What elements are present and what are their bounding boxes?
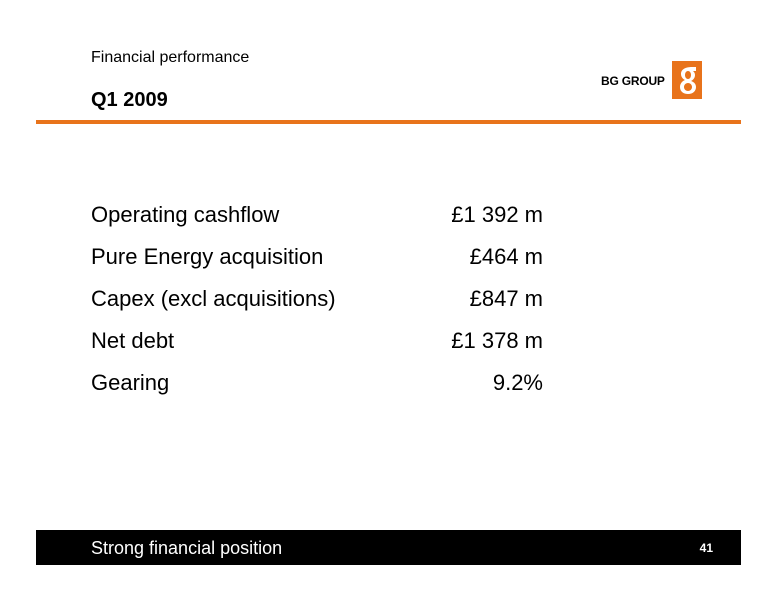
bg-group-logo: BG GROUP	[601, 60, 702, 100]
metric-label: Gearing	[91, 370, 170, 395]
footer-bar: Strong financial position 41	[36, 530, 741, 565]
metric-value: £1 392 m	[451, 202, 543, 227]
metric-value: £847 m	[469, 286, 543, 311]
page-number: 41	[699, 541, 713, 555]
metrics-list: Operating cashflow £1 392 m Pure Energy …	[91, 198, 543, 408]
slide-title: Q1 2009	[91, 89, 168, 111]
metric-label: Operating cashflow	[91, 202, 280, 227]
metric-label: Capex (excl acquisitions)	[91, 286, 336, 311]
metric-row-net-debt: Net debt £1 378 m	[91, 324, 543, 366]
metric-value: £464 m	[469, 244, 543, 269]
logo-text: BG GROUP	[601, 74, 665, 88]
metric-value: 9.2%	[492, 370, 543, 395]
bg-logo-mark-icon	[671, 61, 702, 99]
metric-row-capex: Capex (excl acquisitions) £847 m	[91, 282, 543, 324]
metric-label: Pure Energy acquisition	[91, 244, 324, 269]
slide-subtitle: Financial performance	[91, 49, 250, 66]
metric-row-gearing: Gearing 9.2%	[91, 366, 543, 408]
metric-value: £1 378 m	[451, 328, 543, 353]
orange-divider	[36, 120, 741, 124]
metric-label: Net debt	[91, 328, 175, 353]
metric-row-pure-energy-acquisition: Pure Energy acquisition £464 m	[91, 240, 543, 282]
footer-text: Strong financial position	[91, 538, 283, 558]
metric-row-operating-cashflow: Operating cashflow £1 392 m	[91, 198, 543, 240]
